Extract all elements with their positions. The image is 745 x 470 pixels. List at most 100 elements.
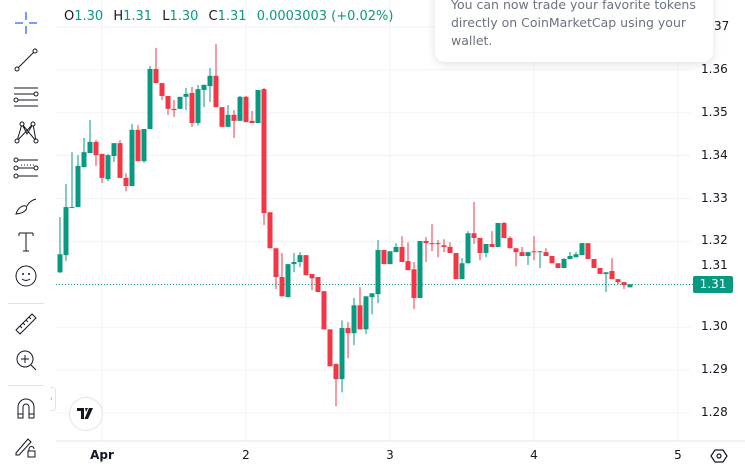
fib-icon [13,157,39,179]
notification-popup[interactable]: You can now trade your favorite tokens d… [435,0,713,62]
horizontal-lines-tool[interactable] [10,81,42,111]
lock-drawings-tool[interactable] [10,432,42,462]
candle-down [489,243,495,247]
candle-down [189,92,195,123]
candle-down [357,305,363,330]
candle-down [597,267,603,275]
ruler-icon [15,313,37,335]
tradingview-logo-icon [77,408,93,419]
candle-down [213,75,219,108]
candle-down [273,248,279,278]
candle-up [483,243,489,253]
candle-down [609,271,615,280]
candle-down [231,114,237,121]
candle-up [339,328,345,380]
close-value: 1.31 [217,9,247,24]
candle-down [327,329,333,367]
time-tick-label: Apr [90,448,114,462]
chart-settings-button[interactable] [710,447,728,465]
candle-down [585,243,591,259]
text-tool[interactable] [10,226,42,256]
candle-up [81,152,87,168]
lock-drawings-icon [15,438,36,458]
candle-up [291,261,297,265]
magnet-icon [17,398,35,419]
settings-hex-icon [710,449,728,463]
crosshair-tool[interactable] [10,8,42,38]
candle-down [477,237,483,253]
zoom-in-icon [16,350,37,371]
candle-up [87,141,93,154]
candle-up [207,75,213,87]
pattern-tool[interactable] [10,117,42,147]
candle-down [171,108,177,111]
candle-down [249,120,255,123]
candle-up [285,264,291,298]
price-tick-label: 1.32 [701,233,728,248]
candle-up [495,222,501,247]
tradingview-logo[interactable] [69,397,103,431]
open-label: O [64,9,75,24]
candle-down [447,246,453,253]
candle-up [237,96,243,121]
candle-down [165,95,171,109]
toolbar-divider [8,385,44,386]
candle-up [105,155,111,180]
text-icon [18,232,34,252]
candle-down [303,255,309,276]
change-value: 0.0003003 (+0.02%) [256,9,394,24]
candle-down [441,245,447,247]
candle-up [351,305,357,334]
candle-down [117,143,123,178]
candle-up [183,93,189,97]
candle-down [543,252,549,256]
time-tick-label: 4 [530,448,538,462]
open-value: 1.30 [74,9,104,24]
candle-up [63,207,69,256]
candle-up [375,249,381,295]
candle-down [381,249,387,265]
low-label: L [162,9,170,24]
close-label: C [208,9,218,24]
brush-tool[interactable] [10,190,42,220]
candle-up [177,96,183,109]
candle-down [99,153,105,178]
ruler-tool[interactable] [10,309,42,339]
fib-tool[interactable] [10,153,42,183]
pattern-icon [14,121,39,144]
candle-up [255,89,261,123]
zoom-in-tool[interactable] [10,345,42,375]
candle-up [561,258,567,268]
candle-down [555,263,561,268]
candle-down [531,251,537,253]
popup-text: You can now trade your favorite tokens d… [451,0,696,48]
price-tick-label: 1.33 [701,190,728,205]
high-label: H [113,9,124,24]
candle-up [573,254,579,258]
emoji-tool[interactable] [10,261,42,291]
crosshair-icon [15,12,37,34]
candle-down [411,269,417,299]
candle-down [615,279,621,283]
time-tick-label: 3 [386,448,394,462]
candle-down [423,240,429,244]
candle-down [261,89,267,214]
magnet-tool[interactable] [10,394,42,424]
price-tick-label: 37 [714,18,730,33]
candle-down [267,212,273,249]
candle-up [297,255,303,262]
candle-down [153,68,159,84]
price-tick-label: 1.28 [701,405,728,419]
trend-line-icon [14,48,38,72]
high-value: 1.31 [123,9,153,24]
candle-down [345,328,351,334]
price-tick-label: 1.29 [701,362,728,377]
time-tick-label: 2 [242,448,250,462]
candle-down [471,233,477,238]
trend-line-tool[interactable] [10,45,42,75]
candle-down [321,291,327,330]
candle-up [111,143,117,157]
candle-up [603,272,609,275]
candle-down [513,248,519,253]
